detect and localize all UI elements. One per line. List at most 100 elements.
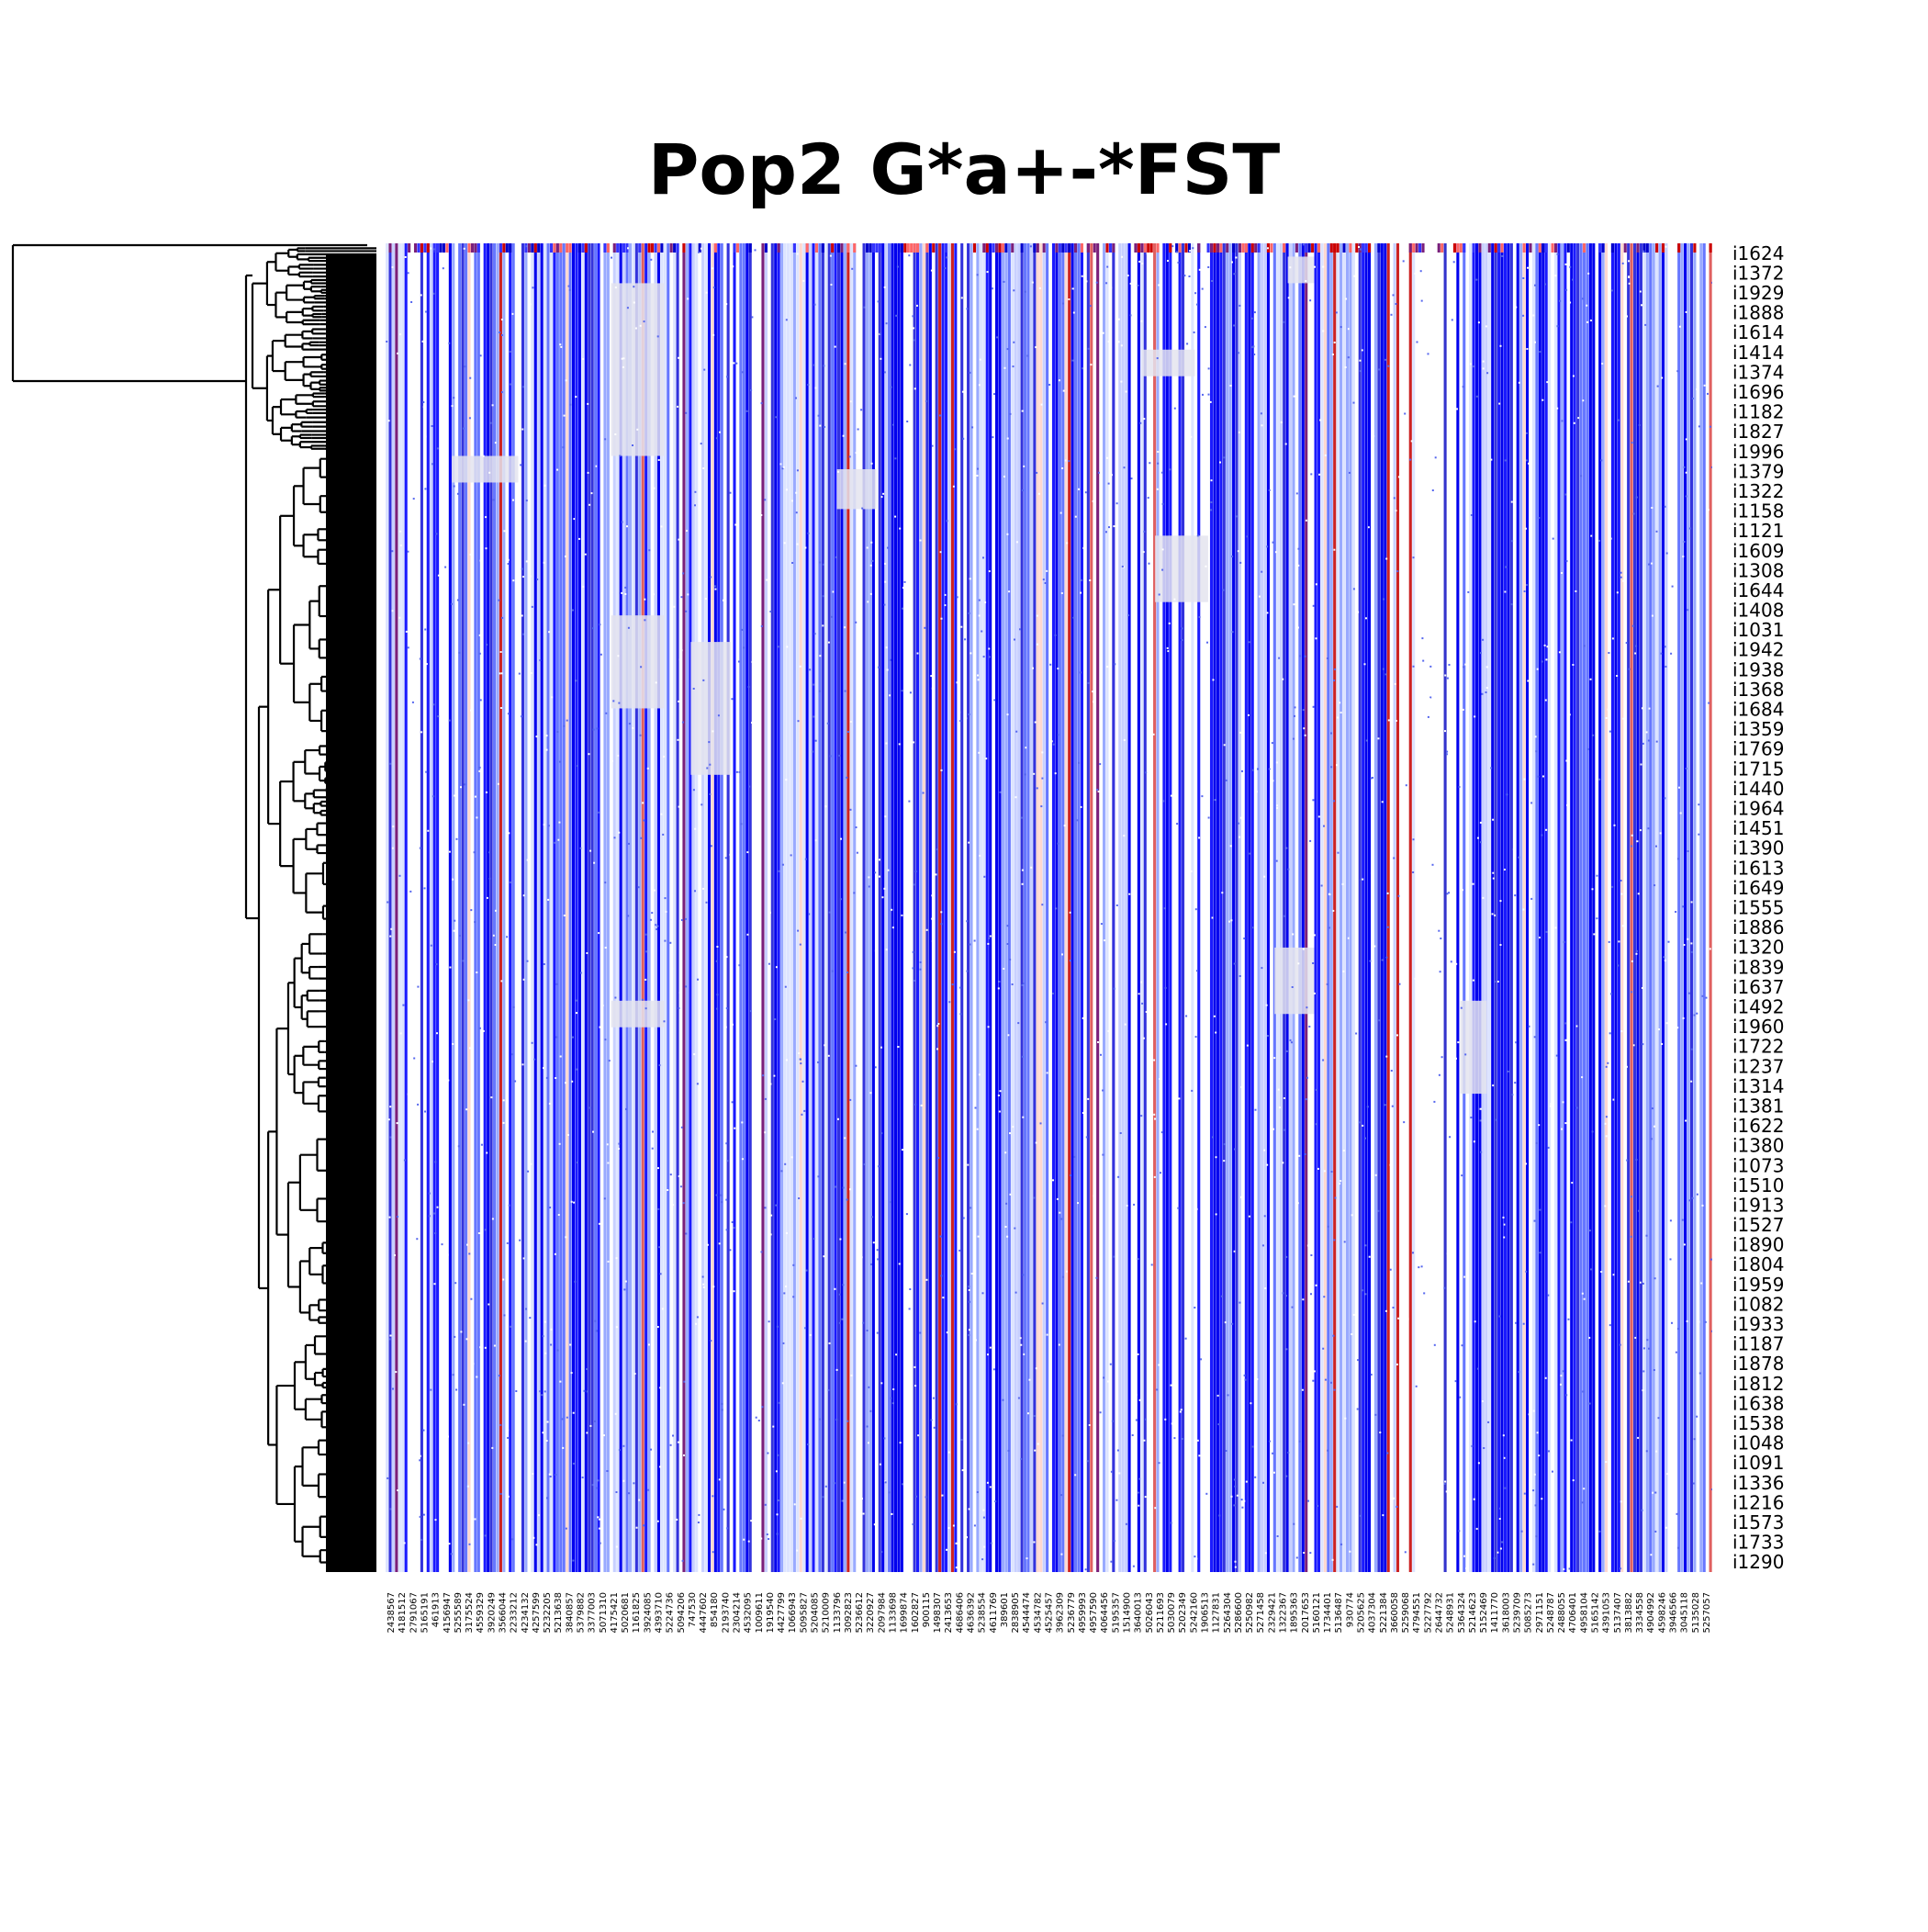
column-label: 4636392 [967,1592,977,1634]
heatmap-top-band-cell [566,243,569,253]
heatmap-speckle [846,776,848,779]
heatmap-speckle [500,319,503,320]
heatmap-speckle [1295,311,1297,314]
heatmap-speckle [1305,519,1307,522]
heatmap-speckle [1138,260,1140,263]
heatmap-speckle [582,585,585,588]
heatmap-speckle [1568,1567,1571,1570]
heatmap-speckle [1479,821,1482,824]
heatmap-speckle [1385,557,1388,560]
heatmap-speckle [485,791,488,793]
heatmap-top-band-cell [1219,243,1223,253]
heatmap-speckle [749,1010,752,1013]
heatmap-speckle [895,1354,898,1356]
heatmap-speckle [1073,1155,1076,1158]
heatmap-speckle [933,910,936,913]
row-label: i1769 [1732,738,1784,760]
heatmap-speckle [1261,424,1263,427]
heatmap-column-stripe [1598,243,1602,1572]
heatmap-speckle [506,936,509,938]
heatmap-speckle [1445,1490,1448,1493]
heatmap-speckle [1572,375,1575,377]
heatmap-speckle [489,421,492,424]
heatmap-speckle [1327,1225,1329,1228]
heatmap-speckle [798,1052,801,1054]
heatmap-speckle [1530,1330,1532,1332]
heatmap-speckle [1353,275,1356,277]
heatmap-top-band-cell [992,243,995,253]
heatmap-speckle [1515,1321,1518,1324]
heatmap-speckle [667,1189,669,1191]
heatmap-speckle [838,1293,841,1296]
heatmap-speckle [1631,624,1634,627]
heatmap-speckle [1060,592,1063,594]
heatmap-column-stripe [1266,243,1270,1572]
heatmap-speckle [860,1256,863,1259]
heatmap-speckle [1111,1420,1114,1422]
heatmap-speckle [1237,352,1239,354]
heatmap-column-stripe [1149,243,1153,1572]
heatmap-speckle [826,722,829,724]
heatmap-column-stripe [1320,243,1324,1572]
heatmap-speckle [1393,497,1396,500]
heatmap-speckle [618,702,621,704]
heatmap-speckle [969,1329,970,1331]
heatmap-speckle [653,889,656,892]
heatmap-speckle [892,1388,895,1390]
heatmap-column-stripe [805,243,809,1572]
heatmap-speckle [1653,884,1656,887]
heatmap-speckle [682,572,685,575]
column-label: 5165191 [420,1592,431,1634]
heatmap-top-band-cell [869,243,872,253]
heatmap-speckle [545,1076,548,1079]
heatmap-column-stripe [487,243,490,1572]
heatmap-speckle [834,345,836,348]
heatmap-speckle [1473,1140,1475,1143]
heatmap-column-stripe [1639,243,1642,1572]
heatmap-speckle [1352,588,1355,590]
heatmap-column-stripe [553,243,556,1572]
heatmap-speckle [392,826,395,828]
heatmap-speckle [908,254,911,257]
heatmap-speckle [1452,1191,1455,1194]
heatmap-speckle [1620,1500,1622,1503]
heatmap-top-band-cell [1108,243,1112,253]
heatmap-speckle [1036,643,1038,646]
heatmap-speckle [1691,398,1694,399]
heatmap-speckle [566,719,568,722]
heatmap-column-stripe [606,243,610,1572]
column-label: 2017653 [1301,1592,1311,1634]
heatmap-speckle [1399,1363,1402,1365]
heatmap-column-stripe [1011,243,1014,1572]
heatmap-block [1274,947,1315,1015]
heatmap-speckle [547,898,550,901]
heatmap-speckle [420,731,423,734]
heatmap-speckle [1481,692,1484,695]
heatmap-speckle [733,1290,735,1293]
heatmap-speckle [844,690,846,692]
heatmap-speckle [508,1204,510,1207]
heatmap-speckle [685,985,688,988]
heatmap-top-band-cell [577,243,581,253]
heatmap-speckle [1033,1541,1036,1544]
heatmap-speckle [399,1032,402,1035]
heatmap-speckle [1386,926,1389,928]
heatmap-column-stripe [1093,243,1096,1572]
heatmap-speckle [1302,243,1305,246]
heatmap-speckle [777,646,779,648]
heatmap-speckle [717,714,720,717]
heatmap-speckle [1129,314,1132,317]
heatmap-speckle [1391,1498,1394,1500]
column-label: 1895363 [1290,1592,1300,1634]
heatmap-speckle [544,1390,546,1393]
heatmap-top-band-cell [972,243,977,253]
heatmap-top-band-cell [985,243,989,253]
heatmap-column-stripe [521,243,525,1572]
heatmap-speckle [731,1221,734,1223]
heatmap-top-band-cell [1623,243,1627,253]
heatmap-column-stripe [1165,243,1169,1572]
heatmap-speckle [792,1264,795,1266]
heatmap-speckle [1078,488,1080,490]
heatmap-speckle [445,1390,448,1393]
heatmap-speckle [529,303,532,306]
